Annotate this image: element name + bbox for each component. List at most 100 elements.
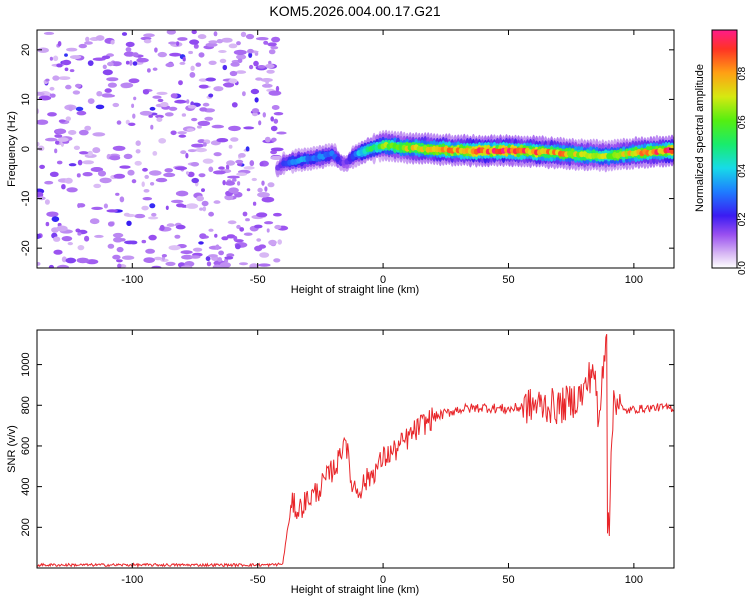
spectrogram-noise-cell [93,183,102,189]
spectrogram-noise-cell [180,150,187,155]
spectrogram-noise-cell [107,61,114,67]
spectrogram-noise-cell [169,52,182,57]
spectrogram-noise-cell [124,240,137,245]
spectrogram-noise-cell [156,117,163,122]
spectrogram-noise-cell [154,47,158,53]
spectrogram-noise-cell [239,227,245,232]
spectrogram-noise-cell [265,63,275,69]
spectrogram-noise-cell [249,64,254,70]
spectrogram-noise-cell [243,166,255,170]
spectrogram-noise-cell [168,41,177,45]
spectrogram-noise-cell [78,129,89,136]
spectrogram-noise-cell [273,212,282,217]
spectrogram-noise-cell [49,171,59,177]
spectrogram-noise-cell [273,112,284,116]
spectrogram-noise-cell [259,161,264,167]
spectrogram-noise-cell [101,93,113,98]
spectrogram-noise-cell [151,265,162,268]
spectrogram-noise-cell [73,145,80,150]
spectrogram-noise-cell [255,77,263,81]
spectrogram-noise-cell [189,72,196,78]
spectrogram-noise-cell [128,122,136,127]
spectrogram-noise-cell [177,131,187,135]
spectrogram-noise-cell [274,224,282,230]
spectrogram-noise-cell [159,224,165,231]
spectrogram-noise-cell [270,125,278,132]
spectrogram-noise-cell [151,212,157,217]
spectrogram-noise-cell [84,41,93,45]
spectrogram-noise-cell [65,116,72,121]
spectrogram-noise-cell [174,166,188,171]
spectrogram-noise-cell [64,67,69,72]
spectrogram-noise-cell [223,82,235,88]
spectrogram-noise-cell [37,262,41,266]
spectrogram-noise-cell [44,180,54,185]
spectrogram-noise-cell [56,160,63,165]
spectrogram-noise-cell [147,68,151,73]
spectrogram-noise-cell [228,43,238,49]
spectrogram-noise-cell [211,124,224,129]
spectrogram-noise-cell [224,180,236,186]
spectrogram-noise-cell [190,65,195,72]
spectrogram-noise-cell [76,173,81,178]
spectrogram-noise-cell [61,256,67,263]
spectrogram-noise-cell [45,221,50,227]
snr-x-tick-label: 50 [502,574,514,586]
spectrogram-noise-cell [161,254,167,258]
spectrogram-noise-cell [103,203,108,209]
spectrogram-noise-cell [226,234,236,239]
spectrogram-noise-cell [77,232,82,236]
spectrogram-noise-cell [136,57,149,63]
spectrogram-noise-cell [165,205,169,210]
spectrogram-noise-cell [233,49,247,56]
spectrogram-noise-cell [233,235,238,242]
spectrogram-noise-cell [141,181,145,187]
spectrogram-noise-cell [129,60,133,66]
spectrogram-noise-cell [222,180,226,186]
spectrogram-noise-cell [206,261,212,267]
spectrogram-noise-cell [249,160,255,167]
spectrogram-noise-cell [107,82,117,88]
spectrogram-noise-cell [82,172,93,177]
spectrogram-noise-cell [256,238,262,242]
spectrogram-noise-cell [149,170,162,176]
spectrogram-noise-cell [239,262,248,266]
spectrogram-noise-cell [99,177,112,184]
spectrogram-noise-cell [226,160,236,166]
spectrogram-noise-cell [43,31,55,35]
spectrogram-noise-cell [213,200,221,204]
spectrogram-noise-cell [226,253,235,258]
spectrogram-noise-cell [267,42,277,47]
spectrogram-noise-cell [141,205,149,211]
spectrogram-noise-cell [134,160,142,166]
spectrogram-noise-cell [217,257,222,262]
spectrogram-signal-layer [275,129,674,178]
spectrogram-noise-cell [178,134,187,138]
spectrogram-noise-cell [112,254,121,260]
spectrogram-noise-cell [218,250,225,256]
spectrogram-noise-cell [195,147,207,153]
spectrogram-noise-cell [208,254,218,258]
spectrogram-noise-cell [221,236,229,241]
spectrogram-noise-cell [160,101,169,108]
spectrogram-noise-cell [69,55,82,60]
spectrogram-noise-cell [58,76,71,80]
spectrogram-noise-cell [107,221,115,227]
spectrogram-noise-cell [263,40,269,45]
spectrogram-noise-cell [243,232,253,236]
spectrogram-noise-cell [202,206,207,212]
spectrogram-noise-cell [168,245,181,251]
spectrogram-noise-cell [191,177,199,184]
snr-y-tick-label: 1000 [20,352,32,376]
spectrogram-noise-cell [123,212,130,217]
spectrogram-noise-cell [107,243,115,249]
spectrogram-noise-cell [271,36,281,43]
spectrogram-noise-cell [37,233,41,239]
spectrogram-noise-cell [87,150,93,157]
spectrogram-noise-cell [262,112,266,118]
spectrogram-noise-cell [264,221,274,225]
spectrogram-noise-cell [96,91,103,97]
spectrogram-noise-cell [252,201,257,206]
spectrogram-noise-cell [48,264,54,268]
spectrogram-noise-cell [166,30,176,35]
